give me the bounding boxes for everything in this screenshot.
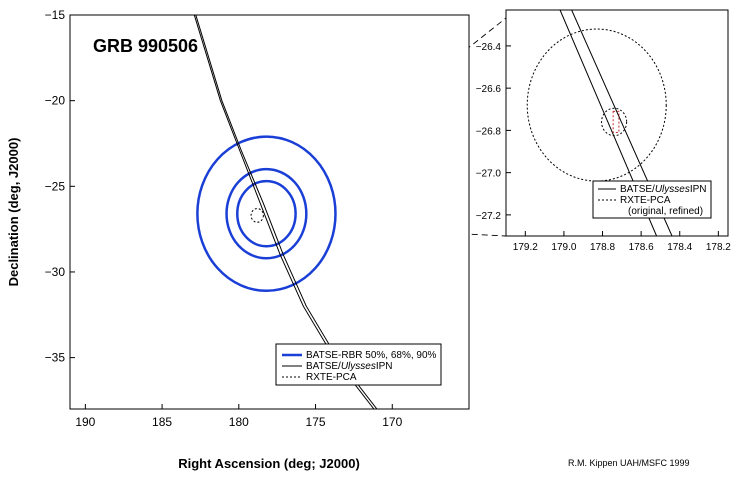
main-x-tick-label: 170	[382, 415, 402, 429]
legend-ipn-label-italic: Ulysses	[341, 361, 376, 372]
zoom-x-tick-label: 179.2	[513, 242, 538, 253]
zoom-legend-rxte-label: RXTE-PCA	[620, 195, 671, 206]
zoom-x-tick-label: 179.0	[551, 242, 576, 253]
zoom-y-tick-label: −27.0	[476, 169, 502, 180]
zoom-legend-rxte-note: (original, refined)	[628, 206, 703, 217]
main-y-tick-label: −20	[45, 94, 66, 108]
legend-batse-label: BATSE-RBR 50%, 68%, 90%	[306, 350, 437, 361]
main-y-axis-title: Declination (deg, J2000)	[6, 138, 21, 287]
legend-ipn-label: BATSE/UlyssesIPN	[306, 361, 393, 372]
zoom-panel: 179.2 179.0 178.8 178.6 178.4 178.2 −26.4 −26.6…	[476, 9, 731, 253]
legend-ipn-label-post: IPN	[376, 361, 393, 372]
rxte-region	[250, 208, 264, 223]
legend-ipn-label-pre: BATSE/	[306, 361, 341, 372]
zoom-y-tick-label: −27.2	[476, 211, 502, 222]
zoom-x-tick-label: 178.6	[629, 242, 654, 253]
legend-rxte-label: RXTE-PCA	[306, 372, 357, 383]
zoom-x-tick-label: 178.2	[706, 242, 731, 253]
zoom-legend-ipn-label-post: IPN	[690, 184, 707, 195]
main-x-axis-title: Right Ascension (deg; J2000)	[178, 456, 360, 471]
rxte-refined-box	[612, 110, 620, 134]
main-legend-box	[275, 343, 442, 386]
zoom-legend-ipn-label-italic: Ulysses	[655, 184, 690, 195]
main-x-tick-label: 180	[229, 415, 249, 429]
zoom-legend: BATSE/UlyssesIPN RXTE-PCA (original, ref…	[592, 180, 712, 219]
zoom-legend-box	[592, 180, 712, 219]
credit-line: R.M. Kippen UAH/MSFC 1999	[568, 458, 690, 468]
main-panel: 190 185 180 175 170 −15 −20 −25 −30 −35 GRB 99050…	[6, 8, 470, 471]
zoom-y-tick-label: −26.8	[476, 126, 502, 137]
batse-contour-90	[196, 135, 337, 293]
rxte-refined-region	[601, 107, 628, 137]
main-y-tick-label: −25	[45, 179, 66, 193]
zoom-legend-ipn-label: BATSE/UlyssesIPN	[620, 184, 707, 195]
main-y-tick-label: −30	[45, 265, 66, 279]
batse-contour-50	[236, 179, 297, 248]
main-y-tick-label: −35	[45, 351, 66, 365]
zoom-y-tick-label: −26.6	[476, 84, 502, 95]
rxte-original-region	[526, 28, 667, 182]
main-plot-frame	[69, 14, 470, 410]
main-x-tick-label: 190	[75, 415, 95, 429]
main-y-tick-label: −15	[45, 8, 66, 22]
main-legend: BATSE-RBR 50%, 68%, 90% BATSE/UlyssesIPN…	[275, 343, 442, 386]
main-x-tick-label: 185	[152, 415, 172, 429]
zoom-x-tick-label: 178.4	[667, 242, 692, 253]
main-x-tick-label: 175	[306, 415, 326, 429]
zoom-y-tick-label: −26.4	[476, 42, 502, 53]
batse-contour-68	[225, 167, 308, 260]
zoom-x-tick-label: 178.8	[590, 242, 615, 253]
zoom-legend-ipn-label-pre: BATSE/	[620, 184, 655, 195]
main-chart-title: GRB 990506	[93, 36, 198, 56]
